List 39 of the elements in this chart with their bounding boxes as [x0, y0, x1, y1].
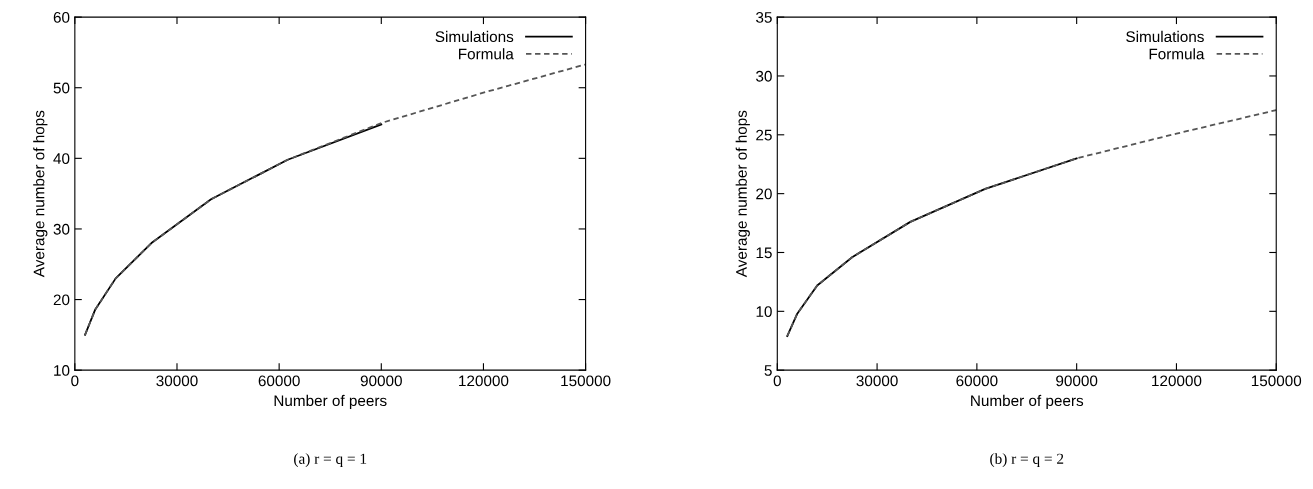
- x-tick-label: 30000: [856, 375, 898, 387]
- line-series: [786, 109, 1277, 337]
- y-tick-label: 25: [756, 129, 772, 141]
- y-tick-label: 40: [53, 153, 70, 165]
- y-tick-label: 20: [53, 294, 70, 306]
- x-tick-label: 120000: [1152, 375, 1202, 387]
- x-tick-label: 90000: [360, 375, 402, 387]
- y-axis-title: Average number of hops: [735, 110, 750, 278]
- x-tick-label: 120000: [459, 375, 509, 387]
- x-tick-label: 90000: [1056, 375, 1098, 387]
- x-tick-label: 150000: [1251, 375, 1302, 387]
- line-series: [786, 157, 1078, 337]
- x-tick-label: 0: [773, 375, 781, 387]
- y-tick-label: 10: [756, 306, 772, 318]
- legend-label: Formula: [1149, 48, 1205, 60]
- y-tick-label: 20: [756, 188, 772, 200]
- y-tick-label: 35: [756, 11, 772, 23]
- y-tick-label: 10: [54, 365, 70, 376]
- y-axis-title: Average number of hops: [33, 110, 48, 278]
- legend-label: Formula: [459, 48, 514, 60]
- line-series: [84, 123, 383, 336]
- y-tick-label: 30: [756, 70, 772, 82]
- text: (a) r = q = 1: [294, 453, 367, 467]
- x-axis-title: Number of peers: [971, 394, 1084, 410]
- y-tick-label: 30: [53, 223, 70, 235]
- line-series: [84, 63, 586, 336]
- y-tick-label: 60: [53, 11, 70, 23]
- x-tick-label: 60000: [956, 375, 998, 387]
- legend-label: Simulations: [1126, 30, 1204, 43]
- x-axis-title: Number of peers: [274, 394, 387, 410]
- x-tick-label: 60000: [258, 375, 300, 387]
- y-tick-label: 5: [764, 365, 772, 376]
- legend-label: Simulations: [435, 30, 514, 43]
- y-tick-label: 50: [53, 82, 70, 94]
- text: (b) r = q = 2: [990, 453, 1064, 467]
- y-tick-label: 15: [756, 247, 772, 259]
- x-tick-label: 150000: [561, 375, 611, 387]
- x-tick-label: 0: [71, 375, 79, 387]
- x-tick-label: 30000: [156, 375, 198, 387]
